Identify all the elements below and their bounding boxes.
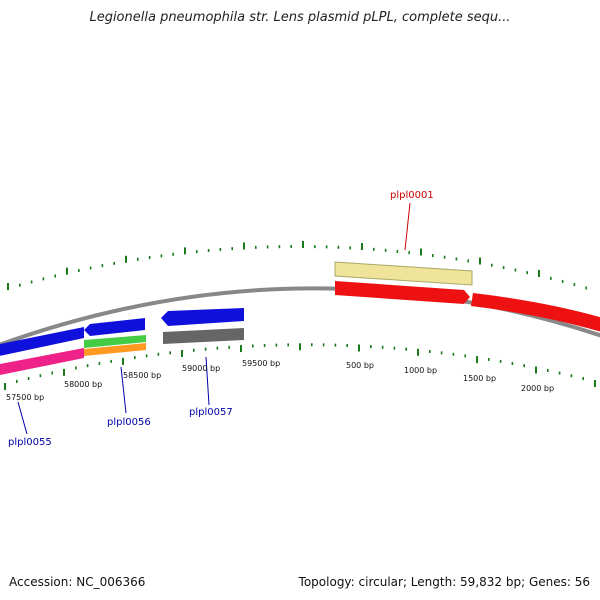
gene-label-plpl0056[interactable]: plpl0056 [107,417,151,428]
plpl0055-leader [17,401,28,435]
plpl0056-leader [120,366,127,414]
annotation-gray-band [163,328,244,344]
gene-label-plpl0001[interactable]: plpl0001 [390,190,434,201]
gene-plpl0055-arrow[interactable] [0,327,84,357]
tick-label-58000: 58000 bp [64,380,102,389]
annotation-green-band [84,335,146,348]
tick-label-59000: 59000 bp [182,364,220,373]
annotation-pink-band [0,348,84,375]
map-title: Legionella pneumophila str. Lens plasmid… [89,10,511,25]
tick-label-2000: 2000 bp [521,384,554,393]
plpl0057-leader [205,356,210,406]
tick-label-1500: 1500 bp [463,374,496,383]
tick-label-1000: 1000 bp [404,366,437,375]
tick-label-58500: 58500 bp [123,371,161,380]
plpl0001-leader [404,202,411,251]
gene-plpl0057-arrow[interactable] [161,308,244,326]
outer-tick-ring [7,241,588,290]
topology-summary: Topology: circular; Length: 59,832 bp; G… [298,575,590,589]
inner-tick-ring [4,343,596,390]
annotation-yellow-band [334,261,473,286]
accession-text: Accession: NC_006366 [9,575,146,589]
gene-plpl0001-arrow[interactable] [335,281,470,304]
tick-label-59500: 59500 bp [242,359,280,368]
gene-plpl0002-arrow[interactable] [471,293,600,333]
tick-label-500: 500 bp [346,361,374,370]
gene-label-plpl0055[interactable]: plpl0055 [8,437,52,448]
plasmid-backbone [0,286,600,347]
annotation-orange-band [84,343,146,356]
gene-label-plpl0057[interactable]: plpl0057 [189,407,233,418]
tick-label-57500: 57500 bp [6,393,44,402]
gene-plpl0056-arrow[interactable] [84,318,145,336]
